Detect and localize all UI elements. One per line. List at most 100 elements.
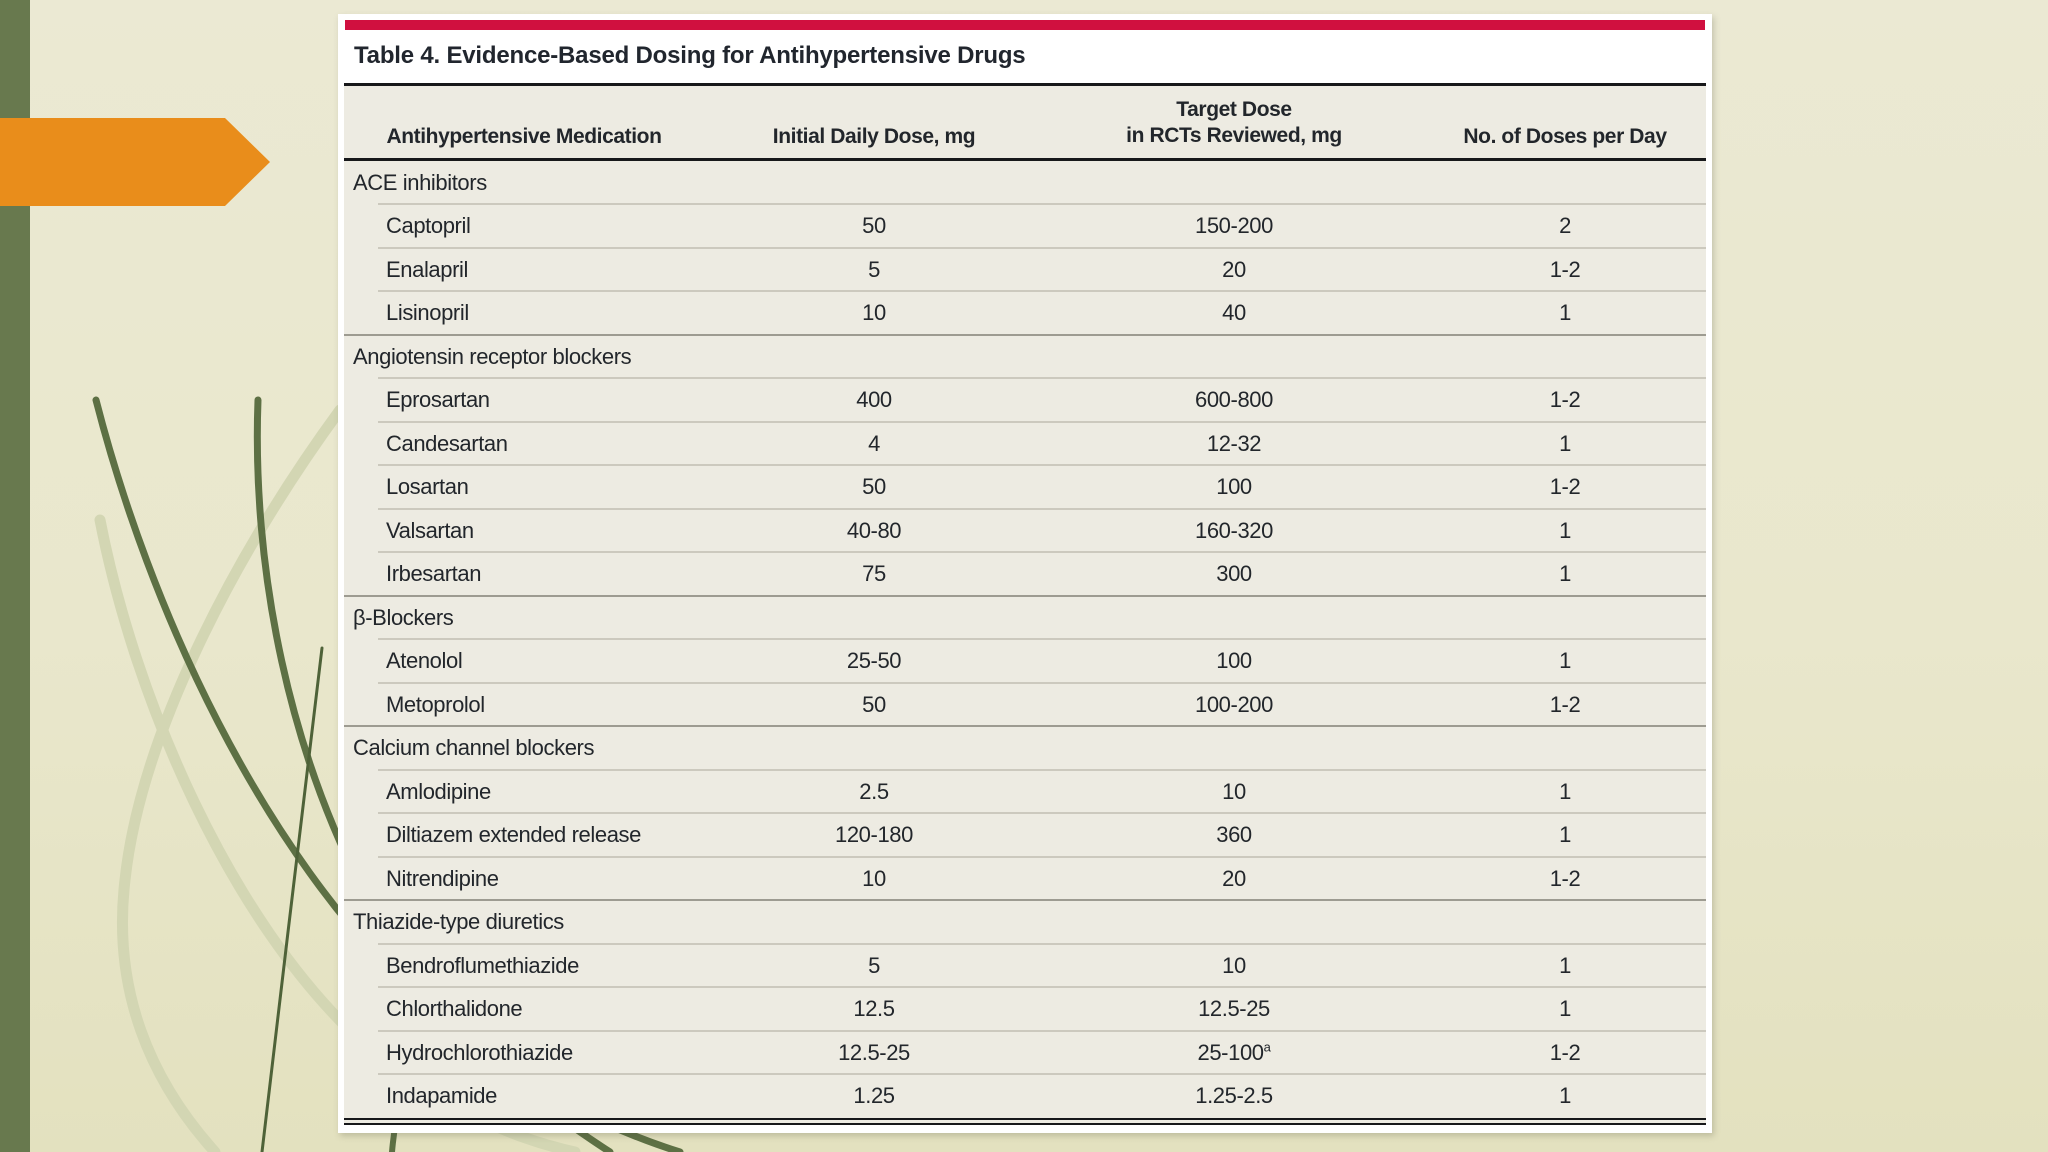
column-header-medication: Antihypertensive Medication xyxy=(386,124,662,148)
table-title: Table 4. Evidence-Based Dosing for Antih… xyxy=(344,29,1706,84)
target-dose-value: 10 xyxy=(1222,952,1246,978)
row-separator-inset xyxy=(378,377,1706,380)
group-label: Calcium channel blockers xyxy=(353,735,595,761)
row-separator-inset xyxy=(378,638,1706,641)
column-header-doses-per-day: No. of Doses per Day xyxy=(1463,124,1667,148)
group-label: Thiazide-type diuretics xyxy=(353,909,564,935)
target-dose-cell: 100-200 xyxy=(1044,692,1424,718)
arrow-pointer-shape xyxy=(0,118,270,206)
row-separator-inset xyxy=(378,290,1706,293)
row-separator-inset xyxy=(378,942,1706,945)
row-separator-inset xyxy=(378,1073,1706,1076)
table-header-row: Antihypertensive Medication Initial Dail… xyxy=(344,86,1706,161)
table-drug-row: Diltiazem extended release 120-180 360 1 xyxy=(344,812,1706,857)
row-separator-inset xyxy=(378,812,1706,815)
table-drug-row: Bendroflumethiazide 5 10 1 xyxy=(344,942,1706,988)
table-drug-row: Indapamide 1.25 1.25-2.5 1 xyxy=(344,1073,1706,1118)
table-drug-row: Losartan 50 100 1-2 xyxy=(344,464,1706,509)
initial-dose-cell: 40-80 xyxy=(846,517,902,543)
initial-dose-cell: 50 xyxy=(862,213,886,239)
target-dose-cell: 600-800 xyxy=(1044,387,1424,413)
table-panel: Table 4. Evidence-Based Dosing for Antih… xyxy=(338,14,1712,1133)
initial-dose-cell: 50 xyxy=(862,474,886,500)
doses-per-day-cell: 1 xyxy=(1559,648,1571,674)
table-drug-row: Valsartan 40-80 160-320 1 xyxy=(344,507,1706,553)
drug-name-cell: Nitrendipine xyxy=(386,865,499,891)
target-dose-cell: 10 xyxy=(1044,953,1424,979)
row-separator-inset xyxy=(378,507,1706,510)
table-drug-row: Amlodipine 2.5 10 1 xyxy=(344,768,1706,814)
drug-name-cell: Valsartan xyxy=(386,517,474,543)
table-bottom-rule xyxy=(344,1117,1706,1125)
table-drug-row: Atenolol 25-50 100 1 xyxy=(344,638,1706,683)
title-divider xyxy=(344,83,1706,86)
drug-name-cell: Lisinopril xyxy=(386,300,469,326)
table-drug-row: Lisinopril 10 40 1 xyxy=(344,290,1706,335)
target-dose-cell: 300 xyxy=(1044,561,1424,587)
drug-name-cell: Diltiazem extended release xyxy=(386,822,641,848)
target-dose-value: 100 xyxy=(1216,648,1252,674)
initial-dose-cell: 10 xyxy=(862,300,886,326)
row-separator-inset xyxy=(378,246,1706,249)
column-header-initial-dose: Initial Daily Dose, mg xyxy=(772,124,976,148)
doses-per-day-cell: 1 xyxy=(1559,300,1571,326)
target-dose-value: 12.5-25 xyxy=(1198,996,1270,1022)
row-separator-inset xyxy=(378,768,1706,771)
row-separator-inset xyxy=(378,420,1706,423)
column-header-target-dose-line1: Target Dose xyxy=(1176,97,1292,121)
drug-name-cell: Bendroflumethiazide xyxy=(386,952,579,978)
table-group-row: β-Blockers xyxy=(344,594,1706,640)
initial-dose-cell: 4 xyxy=(868,430,880,456)
initial-dose-cell: 50 xyxy=(862,691,886,717)
doses-per-day-cell: 1 xyxy=(1559,822,1571,848)
table-drug-row: Hydrochlorothiazide 12.5-25 25-100a 1-2 xyxy=(344,1029,1706,1075)
table-drug-row: Metoprolol 50 100-200 1-2 xyxy=(344,681,1706,727)
row-separator-inset xyxy=(378,464,1706,467)
target-dose-value: 160-320 xyxy=(1195,517,1273,543)
drug-name-cell: Irbesartan xyxy=(386,561,482,587)
initial-dose-cell: 120-180 xyxy=(835,822,913,848)
group-separator xyxy=(344,594,1706,597)
target-dose-cell: 360 xyxy=(1044,822,1424,848)
table-rows: ACE inhibitors Captopril 50 150-200 2 Enalapr… xyxy=(344,161,1706,1118)
table-drug-row: Eprosartan 400 600-800 1-2 xyxy=(344,377,1706,422)
drug-name-cell: Amlodipine xyxy=(386,778,491,804)
target-dose-cell: 40 xyxy=(1044,300,1424,326)
target-dose-cell: 1.25-2.5 xyxy=(1044,1083,1424,1109)
initial-dose-cell: 400 xyxy=(856,387,892,413)
target-dose-cell: 160-320 xyxy=(1044,518,1424,544)
target-dose-value: 600-800 xyxy=(1195,387,1273,413)
drug-name-cell: Metoprolol xyxy=(386,691,485,717)
target-dose-value: 25-100 xyxy=(1197,1039,1265,1065)
doses-per-day-cell: 1 xyxy=(1559,517,1571,543)
drug-name-cell: Atenolol xyxy=(386,648,463,674)
doses-per-day-cell: 1 xyxy=(1559,778,1571,804)
table-drug-row: Nitrendipine 10 20 1-2 xyxy=(344,855,1706,901)
target-dose-cell: 100 xyxy=(1044,474,1424,500)
row-separator-inset xyxy=(378,1029,1706,1032)
group-label: ACE inhibitors xyxy=(353,169,487,195)
initial-dose-cell: 12.5-25 xyxy=(838,1039,910,1065)
target-dose-cell: 150-200 xyxy=(1044,213,1424,239)
doses-per-day-cell: 2 xyxy=(1559,213,1571,239)
row-separator-inset xyxy=(378,855,1706,858)
row-separator-inset xyxy=(378,681,1706,684)
target-dose-value: 20 xyxy=(1222,865,1246,891)
grass-light-curve xyxy=(117,404,346,1152)
drug-name-cell: Eprosartan xyxy=(386,387,490,413)
target-dose-value: 10 xyxy=(1222,778,1246,804)
target-dose-cell: 20 xyxy=(1044,257,1424,283)
grass-thin-stem xyxy=(260,646,324,1152)
initial-dose-cell: 5 xyxy=(868,952,880,978)
doses-per-day-cell: 1-2 xyxy=(1549,474,1581,500)
target-dose-cell: 20 xyxy=(1044,866,1424,892)
row-separator-inset xyxy=(378,986,1706,989)
table-drug-row: Enalapril 5 20 1-2 xyxy=(344,246,1706,292)
drug-name-cell: Indapamide xyxy=(386,1083,497,1109)
doses-per-day-cell: 1 xyxy=(1559,1083,1571,1109)
target-dose-cell: 25-100a xyxy=(1044,1040,1424,1066)
table-drug-row: Captopril 50 150-200 2 xyxy=(344,203,1706,248)
drug-name-cell: Candesartan xyxy=(386,430,508,456)
target-dose-value: 100 xyxy=(1216,474,1252,500)
